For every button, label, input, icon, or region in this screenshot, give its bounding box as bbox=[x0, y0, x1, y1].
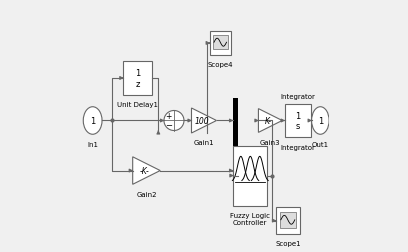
Polygon shape bbox=[191, 109, 217, 134]
Text: K-: K- bbox=[265, 116, 272, 125]
Text: Gain3: Gain3 bbox=[260, 139, 281, 145]
Text: Out1: Out1 bbox=[312, 141, 329, 147]
Text: -K-: -K- bbox=[140, 166, 149, 175]
Text: Unit Delay1: Unit Delay1 bbox=[117, 102, 158, 108]
Polygon shape bbox=[258, 109, 282, 133]
Text: Scope4: Scope4 bbox=[208, 62, 233, 68]
Text: 100: 100 bbox=[195, 116, 209, 125]
Text: 1: 1 bbox=[90, 116, 95, 125]
Polygon shape bbox=[133, 157, 160, 184]
Text: 1
z: 1 z bbox=[135, 69, 140, 88]
Bar bbox=[210, 32, 231, 56]
Bar bbox=[279, 212, 296, 228]
Text: Gain2: Gain2 bbox=[136, 191, 157, 197]
Text: Fuzzy Logic
Controller: Fuzzy Logic Controller bbox=[230, 212, 270, 225]
Bar bbox=[213, 36, 228, 50]
Text: −: − bbox=[165, 121, 172, 130]
Text: Integrator: Integrator bbox=[280, 144, 315, 150]
Text: Scope1: Scope1 bbox=[275, 240, 301, 246]
Bar bbox=[233, 146, 267, 206]
Text: 1
s: 1 s bbox=[295, 111, 300, 131]
Ellipse shape bbox=[312, 107, 329, 135]
Text: Integrator: Integrator bbox=[280, 94, 315, 100]
Ellipse shape bbox=[83, 107, 102, 135]
Circle shape bbox=[164, 111, 184, 131]
Text: +: + bbox=[165, 112, 172, 121]
Bar bbox=[276, 208, 300, 234]
Text: 1: 1 bbox=[318, 116, 323, 125]
Text: In1: In1 bbox=[87, 141, 98, 147]
Bar bbox=[123, 62, 152, 96]
Bar bbox=[233, 99, 238, 193]
Text: Gain1: Gain1 bbox=[194, 140, 214, 146]
Bar bbox=[285, 104, 311, 138]
